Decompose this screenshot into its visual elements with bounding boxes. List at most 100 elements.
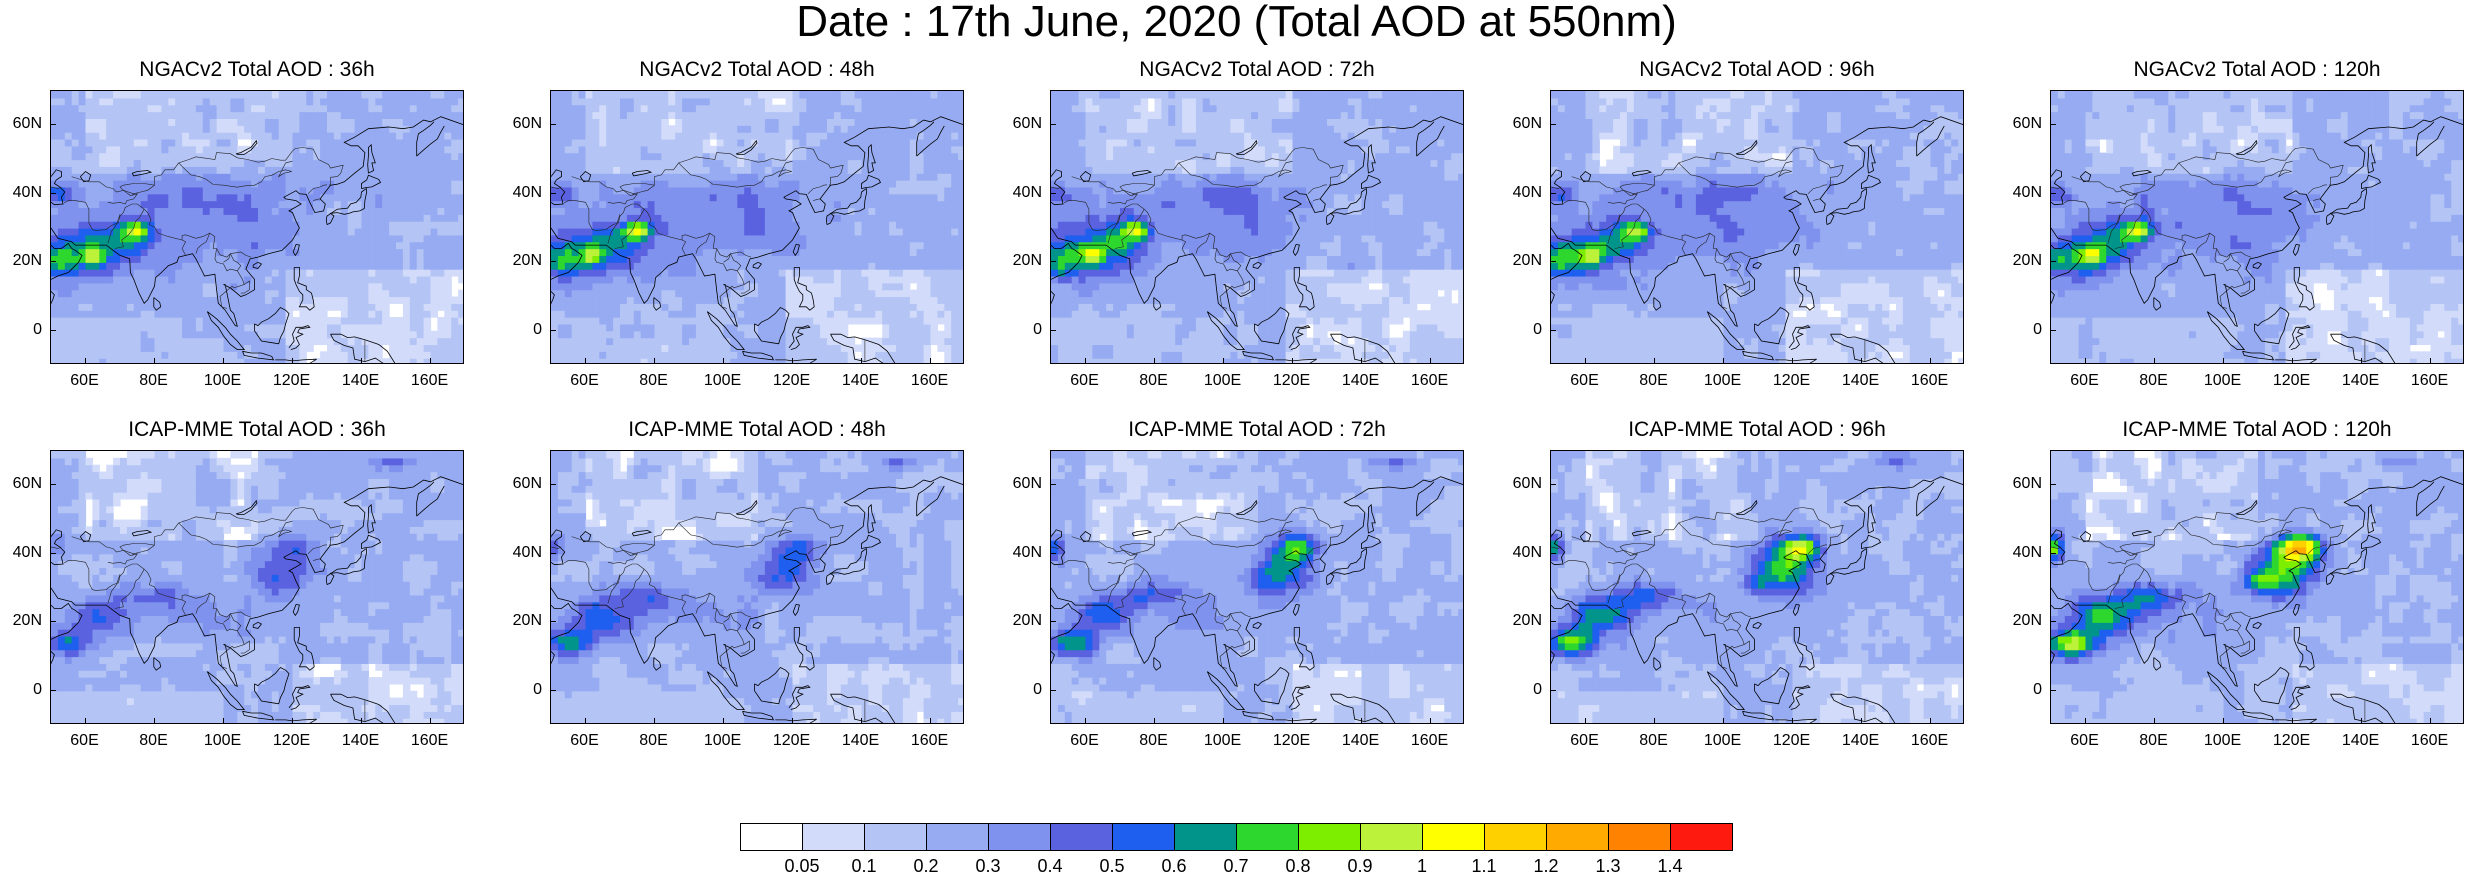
lat-tick-label: 0	[2002, 681, 2042, 699]
lon-tick-mark	[792, 358, 793, 364]
lat-tick-mark	[1550, 553, 1556, 554]
lon-tick-label: 120E	[267, 372, 317, 390]
lon-tick-label: 120E	[267, 732, 317, 750]
colorbar-swatch	[1422, 823, 1485, 851]
lon-tick-label: 160E	[2405, 732, 2455, 750]
lat-tick-label: 40N	[2002, 184, 2042, 202]
colorbar-label: 1.4	[1645, 857, 1695, 875]
lon-tick-label: 100E	[1198, 372, 1248, 390]
lat-tick-mark	[550, 484, 556, 485]
lon-tick-label: 140E	[336, 372, 386, 390]
lon-tick-label: 60E	[1560, 372, 1610, 390]
lon-tick-label: 80E	[629, 732, 679, 750]
colorbar-swatch	[740, 823, 803, 851]
lon-tick-label: 100E	[2198, 732, 2248, 750]
lon-tick-mark	[1654, 718, 1655, 724]
panel-title: NGACv2 Total AOD : 96h	[1550, 58, 1964, 82]
aod-map	[2051, 91, 2464, 364]
lon-tick-label: 80E	[1129, 372, 1179, 390]
colorbar-swatch	[1608, 823, 1671, 851]
colorbar-label: 0.4	[1025, 857, 1075, 875]
lon-tick-mark	[292, 718, 293, 724]
lon-tick-mark	[2154, 358, 2155, 364]
lat-tick-mark	[2050, 690, 2056, 691]
lon-tick-label: 120E	[1267, 372, 1317, 390]
lon-tick-label: 60E	[2060, 732, 2110, 750]
lat-tick-mark	[50, 330, 56, 331]
lat-tick-mark	[50, 193, 56, 194]
lon-tick-mark	[861, 718, 862, 724]
lon-tick-label: 80E	[1629, 372, 1679, 390]
aod-field	[2051, 451, 2464, 724]
lon-tick-mark	[723, 358, 724, 364]
lat-tick-mark	[550, 690, 556, 691]
lat-tick-mark	[50, 484, 56, 485]
aod-map	[51, 91, 464, 364]
lat-tick-label: 20N	[1002, 612, 1042, 630]
lon-tick-label: 120E	[1767, 372, 1817, 390]
lon-tick-mark	[1361, 718, 1362, 724]
lat-tick-mark	[2050, 621, 2056, 622]
lat-tick-label: 0	[2002, 321, 2042, 339]
lon-tick-mark	[1654, 358, 1655, 364]
lon-tick-mark	[2154, 718, 2155, 724]
lat-tick-mark	[50, 553, 56, 554]
lat-tick-mark	[50, 124, 56, 125]
lon-tick-label: 140E	[1836, 732, 1886, 750]
lon-tick-label: 100E	[1198, 732, 1248, 750]
lat-tick-mark	[550, 553, 556, 554]
lat-tick-mark	[1550, 621, 1556, 622]
panel-title: ICAP-MME Total AOD : 96h	[1550, 418, 1964, 442]
colorbar-swatch	[864, 823, 927, 851]
lat-tick-label: 20N	[1502, 252, 1542, 270]
lat-tick-mark	[550, 124, 556, 125]
colorbar-label: 0.3	[963, 857, 1013, 875]
panel-title: NGACv2 Total AOD : 48h	[550, 58, 964, 82]
aod-map	[1051, 451, 1464, 724]
lat-tick-label: 40N	[1502, 184, 1542, 202]
lat-tick-mark	[550, 261, 556, 262]
lon-tick-label: 140E	[836, 732, 886, 750]
lon-tick-mark	[930, 718, 931, 724]
aod-map	[2051, 451, 2464, 724]
lon-tick-mark	[361, 358, 362, 364]
lon-tick-mark	[2223, 718, 2224, 724]
lon-tick-mark	[654, 358, 655, 364]
lon-tick-label: 120E	[2267, 372, 2317, 390]
lon-tick-mark	[1223, 358, 1224, 364]
lon-tick-label: 160E	[1905, 372, 1955, 390]
lat-tick-label: 20N	[2002, 612, 2042, 630]
lon-tick-label: 160E	[405, 732, 455, 750]
colorbar-swatch	[1670, 823, 1733, 851]
lon-tick-label: 80E	[129, 372, 179, 390]
lon-tick-mark	[1154, 358, 1155, 364]
lat-tick-mark	[2050, 193, 2056, 194]
lat-tick-label: 60N	[1502, 475, 1542, 493]
lon-tick-label: 120E	[2267, 732, 2317, 750]
lon-tick-label: 140E	[836, 372, 886, 390]
lon-tick-mark	[2361, 718, 2362, 724]
aod-map	[1551, 91, 1964, 364]
lat-tick-mark	[1050, 690, 1056, 691]
lat-tick-mark	[2050, 261, 2056, 262]
colorbar-swatch	[988, 823, 1051, 851]
aod-map-panel	[550, 90, 964, 364]
lat-tick-label: 40N	[2, 184, 42, 202]
lon-tick-mark	[792, 718, 793, 724]
aod-map-panel	[50, 90, 464, 364]
lon-tick-mark	[154, 358, 155, 364]
lat-tick-label: 0	[502, 681, 542, 699]
lat-tick-label: 0	[1002, 321, 1042, 339]
lon-tick-label: 140E	[2336, 732, 2386, 750]
lat-tick-label: 40N	[502, 544, 542, 562]
colorbar-swatch	[802, 823, 865, 851]
lon-tick-mark	[1292, 358, 1293, 364]
colorbar-label: 0.8	[1273, 857, 1323, 875]
aod-field	[1551, 451, 1964, 724]
colorbar-swatch	[1236, 823, 1299, 851]
lon-tick-mark	[2361, 358, 2362, 364]
colorbar-swatch	[1112, 823, 1175, 851]
aod-field	[551, 451, 964, 724]
aod-map	[1051, 91, 1464, 364]
aod-map	[551, 451, 964, 724]
